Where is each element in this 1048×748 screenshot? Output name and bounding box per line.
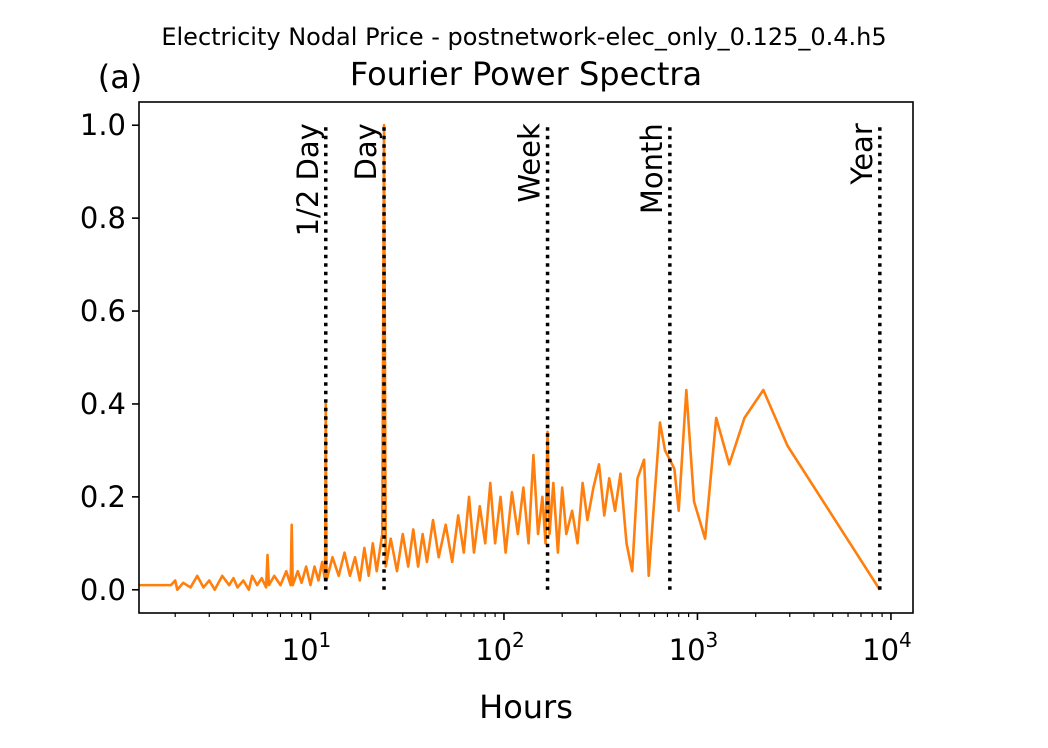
y-tick-label-1: 0.2	[80, 480, 126, 514]
figure-suptitle: Electricity Nodal Price - postnetwork-el…	[161, 23, 886, 51]
x-axis-label: Hours	[479, 688, 573, 726]
y-tick-label-4: 0.8	[80, 201, 126, 235]
y-tick-label-0: 0.0	[80, 573, 126, 607]
reference-label-1: Day	[349, 123, 383, 180]
chart-title: Fourier Power Spectra	[350, 55, 702, 93]
axes: 0.0 0.2 0.4 0.6 0.8 1.0 101 102 103 104	[80, 108, 912, 667]
reference-label-2: Week	[513, 123, 547, 203]
y-tick-label-3: 0.6	[80, 294, 126, 328]
x-tick-label-0: 101	[282, 628, 332, 667]
x-tick-label-1: 102	[475, 628, 525, 667]
x-tick-label-3: 104	[862, 628, 912, 667]
reference-label-4: Year	[845, 123, 879, 185]
panel-label: (a)	[98, 58, 143, 96]
y-tick-label-2: 0.4	[80, 387, 126, 421]
reference-label-0: 1/2 Day	[291, 123, 325, 236]
x-tick-label-2: 103	[669, 628, 719, 667]
series-line-0	[139, 123, 881, 592]
plot-frame	[138, 101, 914, 614]
y-tick-label-5: 1.0	[80, 108, 126, 142]
reference-label-3: Month	[635, 123, 669, 214]
plot-area: 1/2 Day Day Week Month Year	[139, 123, 882, 592]
